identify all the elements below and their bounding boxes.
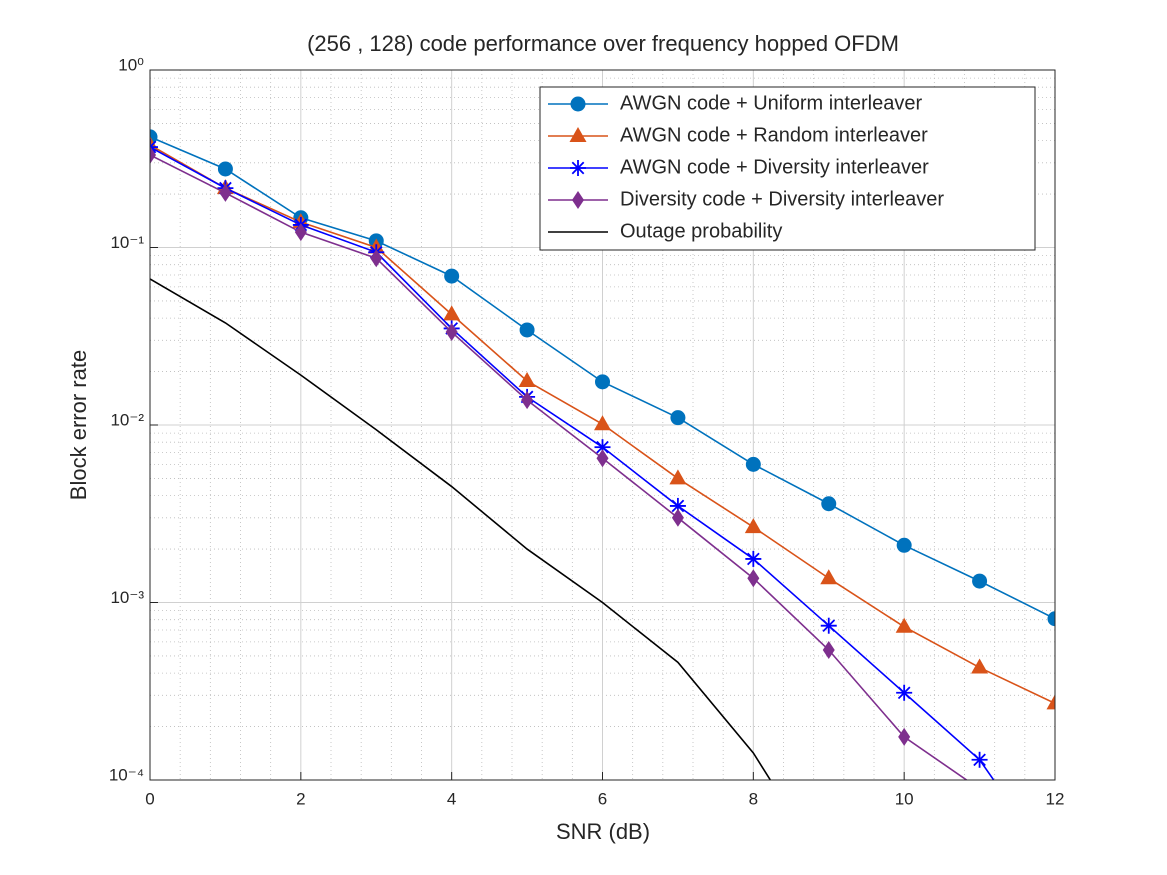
marker bbox=[217, 161, 233, 177]
marker bbox=[570, 160, 586, 176]
marker bbox=[820, 617, 837, 634]
marker bbox=[745, 456, 761, 472]
marker bbox=[1047, 611, 1055, 627]
marker bbox=[745, 550, 762, 567]
marker-stroke bbox=[150, 140, 157, 149]
marker bbox=[596, 449, 609, 468]
marker bbox=[1049, 864, 1061, 875]
marker-stroke bbox=[671, 499, 685, 513]
x-tick-label: 0 bbox=[145, 789, 154, 808]
marker bbox=[822, 641, 835, 660]
marker-stroke bbox=[596, 440, 609, 454]
marker bbox=[1046, 694, 1055, 710]
y-axis-label: Block error rate bbox=[66, 350, 91, 500]
marker bbox=[370, 249, 383, 268]
marker-stroke bbox=[973, 753, 986, 767]
marker bbox=[896, 537, 912, 553]
x-tick-label: 4 bbox=[447, 789, 456, 808]
marker bbox=[594, 415, 611, 431]
marker bbox=[669, 469, 687, 485]
x-tick-label: 10 bbox=[895, 789, 914, 808]
marker bbox=[595, 374, 610, 390]
legend-label: Diversity code + Diversity interleaver bbox=[620, 188, 944, 210]
marker-stroke bbox=[1049, 862, 1060, 873]
marker bbox=[972, 573, 988, 589]
marker bbox=[569, 127, 587, 142]
marker bbox=[570, 96, 586, 112]
marker bbox=[518, 371, 536, 387]
legend-label: Outage probability bbox=[620, 220, 782, 242]
marker bbox=[521, 391, 534, 410]
marker-stroke bbox=[1049, 862, 1060, 873]
marker bbox=[1047, 860, 1063, 875]
marker bbox=[671, 508, 684, 527]
marker bbox=[572, 191, 584, 209]
marker bbox=[150, 139, 158, 156]
marker-stroke bbox=[150, 145, 157, 154]
marker bbox=[820, 569, 838, 585]
marker bbox=[979, 779, 980, 780]
y-tick-label: 10⁻³ bbox=[110, 588, 144, 607]
marker-stroke bbox=[571, 161, 585, 175]
data bbox=[150, 129, 1063, 875]
marker bbox=[670, 410, 686, 426]
marker bbox=[219, 183, 232, 202]
y-tick-label: 10⁰ bbox=[118, 55, 144, 74]
marker bbox=[821, 496, 837, 512]
y-tick-label: 10⁻⁴ bbox=[109, 765, 144, 784]
marker bbox=[444, 268, 460, 284]
marker bbox=[895, 617, 913, 633]
marker bbox=[744, 518, 762, 534]
y-tick-label: 10⁻² bbox=[110, 410, 144, 429]
legend-label: AWGN code + Random interleaver bbox=[620, 124, 928, 146]
x-tick-label: 12 bbox=[1046, 789, 1065, 808]
marker bbox=[443, 305, 461, 321]
legend-label: AWGN code + Diversity interleaver bbox=[620, 156, 929, 178]
x-tick-label: 8 bbox=[749, 789, 758, 808]
marker bbox=[294, 223, 307, 242]
marker-stroke bbox=[746, 552, 760, 566]
marker bbox=[896, 684, 913, 701]
marker-stroke bbox=[822, 619, 836, 633]
marker bbox=[150, 145, 156, 164]
x-tick-label: 6 bbox=[598, 789, 607, 808]
series-line bbox=[150, 278, 772, 780]
marker bbox=[971, 751, 988, 768]
legend-label: AWGN code + Uniform interleaver bbox=[620, 92, 922, 114]
y-tick-label: 10⁻¹ bbox=[110, 233, 144, 252]
chart-title: (256 , 128) code performance over freque… bbox=[307, 31, 899, 56]
marker bbox=[519, 322, 535, 338]
marker-stroke bbox=[897, 686, 911, 700]
x-axis-label: SNR (dB) bbox=[556, 819, 650, 844]
marker bbox=[747, 569, 760, 588]
legend-box bbox=[539, 86, 1036, 251]
marker bbox=[971, 658, 989, 674]
x-tick-label: 2 bbox=[296, 789, 305, 808]
marker bbox=[898, 727, 911, 746]
marker bbox=[445, 323, 458, 342]
